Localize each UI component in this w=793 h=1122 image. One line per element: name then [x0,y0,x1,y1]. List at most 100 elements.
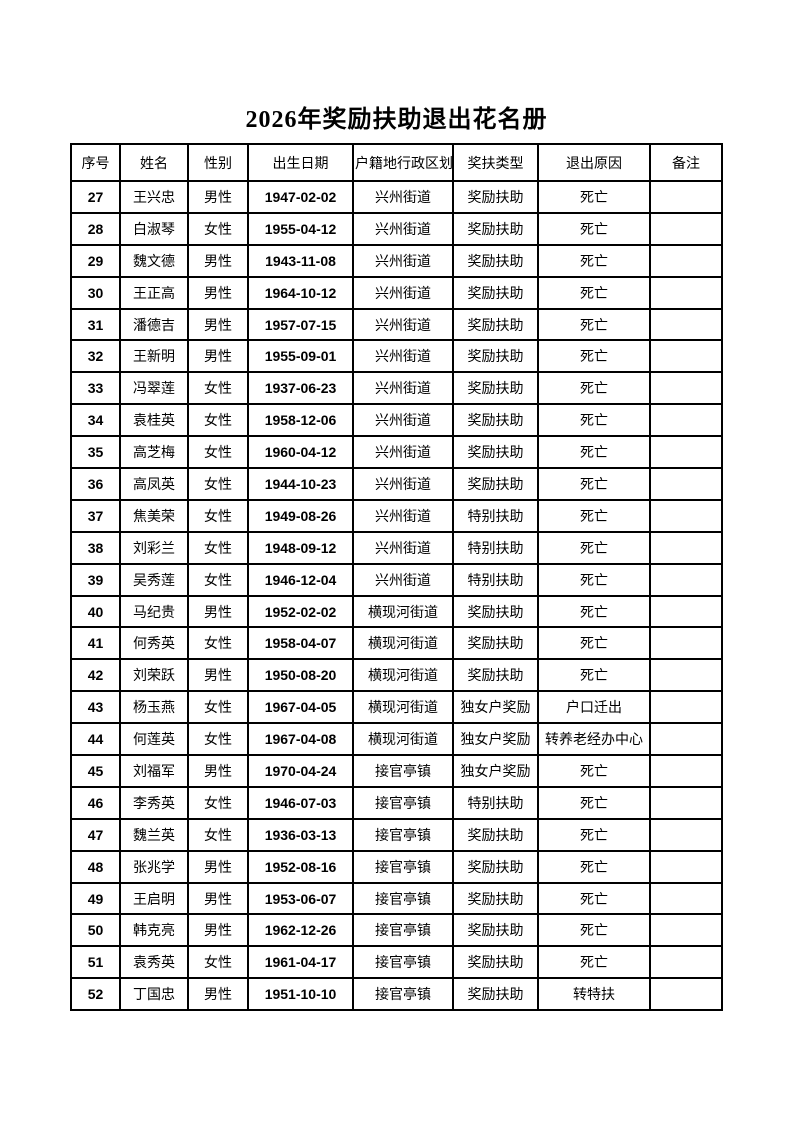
cell-name: 高芝梅 [119,435,189,470]
cell-gender: 女性 [187,211,249,246]
cell-aid-type: 奖励扶助 [452,849,539,884]
cell-district: 兴州街道 [352,211,454,246]
cell-exit-reason: 死亡 [537,371,651,406]
cell-name: 何秀英 [119,626,189,661]
cell-remark [649,626,723,661]
cell-aid-type: 奖励扶助 [452,467,539,501]
cell-exit-reason: 死亡 [537,211,651,246]
cell-aid-type: 奖励扶助 [452,913,539,948]
column-header-remark: 备注 [649,143,723,182]
cell-gender: 男性 [187,977,249,1012]
column-header-district: 户籍地行政区划 [352,143,454,182]
cell-district: 兴州街道 [352,180,454,214]
cell-serial: 50 [70,913,121,948]
table-body: 27 王兴忠 男性 1947-02-02 兴州街道 奖励扶助 死亡 28 白淑琴 女性 1955-0… [70,180,723,1012]
table-row: 39 吴秀莲 女性 1946-12-04 兴州街道 特别扶助 死亡 [70,562,723,597]
cell-birth-date: 1949-08-26 [247,498,354,533]
cell-aid-type: 独女户奖励 [452,690,539,725]
cell-aid-type: 奖励扶助 [452,307,539,342]
cell-exit-reason: 死亡 [537,435,651,470]
cell-aid-type: 特别扶助 [452,562,539,597]
cell-district: 兴州街道 [352,562,454,597]
cell-remark [649,403,723,438]
cell-birth-date: 1951-10-10 [247,977,354,1012]
cell-district: 横现河街道 [352,594,454,629]
cell-remark [649,275,723,310]
cell-name: 韩克亮 [119,913,189,948]
cell-aid-type: 奖励扶助 [452,180,539,214]
cell-aid-type: 奖励扶助 [452,211,539,246]
cell-district: 横现河街道 [352,722,454,757]
cell-name: 杨玉燕 [119,690,189,725]
table-row: 30 王正高 男性 1964-10-12 兴州街道 奖励扶助 死亡 [70,275,723,310]
column-header-gender: 性别 [187,143,249,182]
cell-aid-type: 奖励扶助 [452,626,539,661]
cell-gender: 女性 [187,467,249,501]
cell-serial: 35 [70,435,121,470]
table-row: 49 王启明 男性 1953-06-07 接官亭镇 奖励扶助 死亡 [70,881,723,916]
column-header-exit-reason: 退出原因 [537,143,651,182]
cell-serial: 37 [70,498,121,533]
cell-name: 刘荣跃 [119,658,189,693]
cell-district: 兴州街道 [352,275,454,310]
cell-exit-reason: 死亡 [537,530,651,565]
cell-serial: 44 [70,722,121,757]
cell-name: 王新明 [119,339,189,374]
table-row: 51 袁秀英 女性 1961-04-17 接官亭镇 奖励扶助 死亡 [70,945,723,980]
cell-name: 王兴忠 [119,180,189,214]
cell-aid-type: 奖励扶助 [452,435,539,470]
cell-birth-date: 1955-09-01 [247,339,354,374]
cell-exit-reason: 死亡 [537,594,651,629]
cell-gender: 男性 [187,849,249,884]
cell-birth-date: 1970-04-24 [247,754,354,788]
cell-birth-date: 1960-04-12 [247,435,354,470]
cell-aid-type: 特别扶助 [452,785,539,820]
cell-remark [649,339,723,374]
cell-gender: 男性 [187,913,249,948]
cell-aid-type: 独女户奖励 [452,754,539,788]
table-row: 31 潘德吉 男性 1957-07-15 兴州街道 奖励扶助 死亡 [70,307,723,342]
cell-exit-reason: 死亡 [537,243,651,278]
cell-name: 刘福军 [119,754,189,788]
cell-gender: 男性 [187,658,249,693]
cell-remark [649,881,723,916]
cell-remark [649,594,723,629]
cell-remark [649,849,723,884]
cell-birth-date: 1947-02-02 [247,180,354,214]
cell-gender: 女性 [187,562,249,597]
cell-remark [649,498,723,533]
cell-aid-type: 独女户奖励 [452,722,539,757]
cell-name: 焦美荣 [119,498,189,533]
cell-district: 横现河街道 [352,626,454,661]
column-header-birth-date: 出生日期 [247,143,354,182]
cell-serial: 27 [70,180,121,214]
cell-serial: 49 [70,881,121,916]
cell-district: 兴州街道 [352,307,454,342]
cell-serial: 45 [70,754,121,788]
cell-aid-type: 奖励扶助 [452,977,539,1012]
cell-exit-reason: 转养老经办中心 [537,722,651,757]
table-row: 50 韩克亮 男性 1962-12-26 接官亭镇 奖励扶助 死亡 [70,913,723,948]
cell-serial: 51 [70,945,121,980]
cell-serial: 41 [70,626,121,661]
cell-name: 潘德吉 [119,307,189,342]
cell-gender: 女性 [187,945,249,980]
cell-remark [649,977,723,1012]
cell-district: 横现河街道 [352,658,454,693]
cell-serial: 43 [70,690,121,725]
cell-remark [649,913,723,948]
cell-aid-type: 奖励扶助 [452,817,539,852]
cell-name: 何莲英 [119,722,189,757]
cell-birth-date: 1936-03-13 [247,817,354,852]
cell-name: 马纪贵 [119,594,189,629]
cell-exit-reason: 死亡 [537,785,651,820]
cell-exit-reason: 死亡 [537,881,651,916]
cell-birth-date: 1946-07-03 [247,785,354,820]
cell-district: 兴州街道 [352,435,454,470]
cell-exit-reason: 转特扶 [537,977,651,1012]
cell-exit-reason: 死亡 [537,913,651,948]
cell-birth-date: 1958-12-06 [247,403,354,438]
table-row: 32 王新明 男性 1955-09-01 兴州街道 奖励扶助 死亡 [70,339,723,374]
cell-gender: 女性 [187,690,249,725]
table-row: 37 焦美荣 女性 1949-08-26 兴州街道 特别扶助 死亡 [70,498,723,533]
